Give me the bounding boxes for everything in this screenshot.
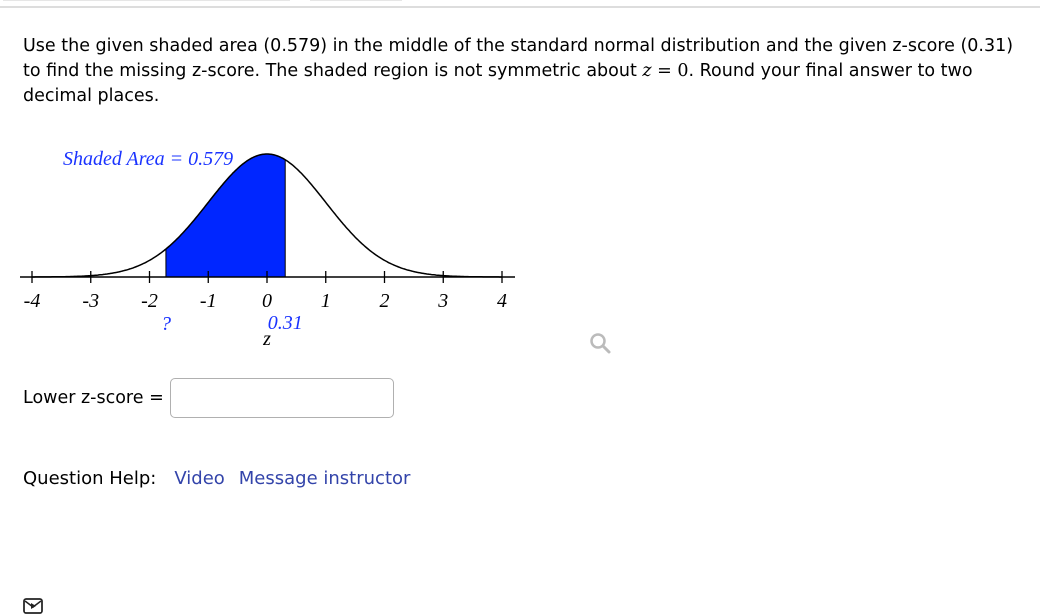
question-help: Question Help: Video Message instructor: [23, 468, 411, 614]
lower-z-label: ?: [161, 313, 171, 335]
math-var: z: [642, 61, 652, 81]
video-label: Video: [174, 468, 225, 489]
magnify-icon[interactable]: [588, 331, 612, 355]
shaded-region: [165, 153, 286, 278]
upper-z-label: 0.31: [268, 312, 303, 334]
normal-curve: [32, 153, 502, 278]
lower-z-score-input[interactable]: [169, 378, 394, 418]
x-tick-label: 4: [497, 290, 507, 312]
help-label: Question Help:: [23, 468, 157, 489]
x-tick-label: 0: [262, 290, 272, 312]
tab[interactable]: [3, 0, 290, 1]
x-axis-label: z: [262, 328, 271, 350]
x-tick-label: -1: [200, 290, 217, 312]
question-part1: Use the given shaded area (0.579) in the…: [23, 36, 1014, 81]
math-eq: = 0: [651, 61, 689, 81]
normal-distribution-chart: -4 -3 -2 -1 0 1 2 3 4 Shaded Area = 0.579 ? 0.31…: [20, 148, 515, 350]
divider: [0, 6, 1040, 8]
tab-bar: [0, 0, 1040, 8]
x-tick-label: 3: [437, 290, 448, 312]
question-part2: . Round your final answer to two decimal…: [23, 61, 973, 106]
answer-label: Lower z-score =: [23, 388, 164, 408]
message-label: Message instructor: [238, 468, 411, 489]
question-text: Use the given shaded area (0.579) in the…: [23, 34, 1033, 109]
tab[interactable]: [310, 0, 402, 1]
x-tick-label: -4: [24, 290, 41, 312]
x-tick-label: 2: [380, 290, 390, 312]
message-instructor-link[interactable]: Message instructor: [23, 468, 411, 614]
answer-row: Lower z-score =: [23, 378, 394, 418]
mail-icon: [23, 598, 43, 614]
x-tick-label: -3: [82, 290, 99, 312]
shaded-area-label: Shaded Area = 0.579: [63, 148, 233, 170]
video-link[interactable]: Video: [23, 468, 225, 614]
x-tick-label: -2: [141, 290, 158, 312]
x-tick-label: 1: [321, 290, 331, 312]
